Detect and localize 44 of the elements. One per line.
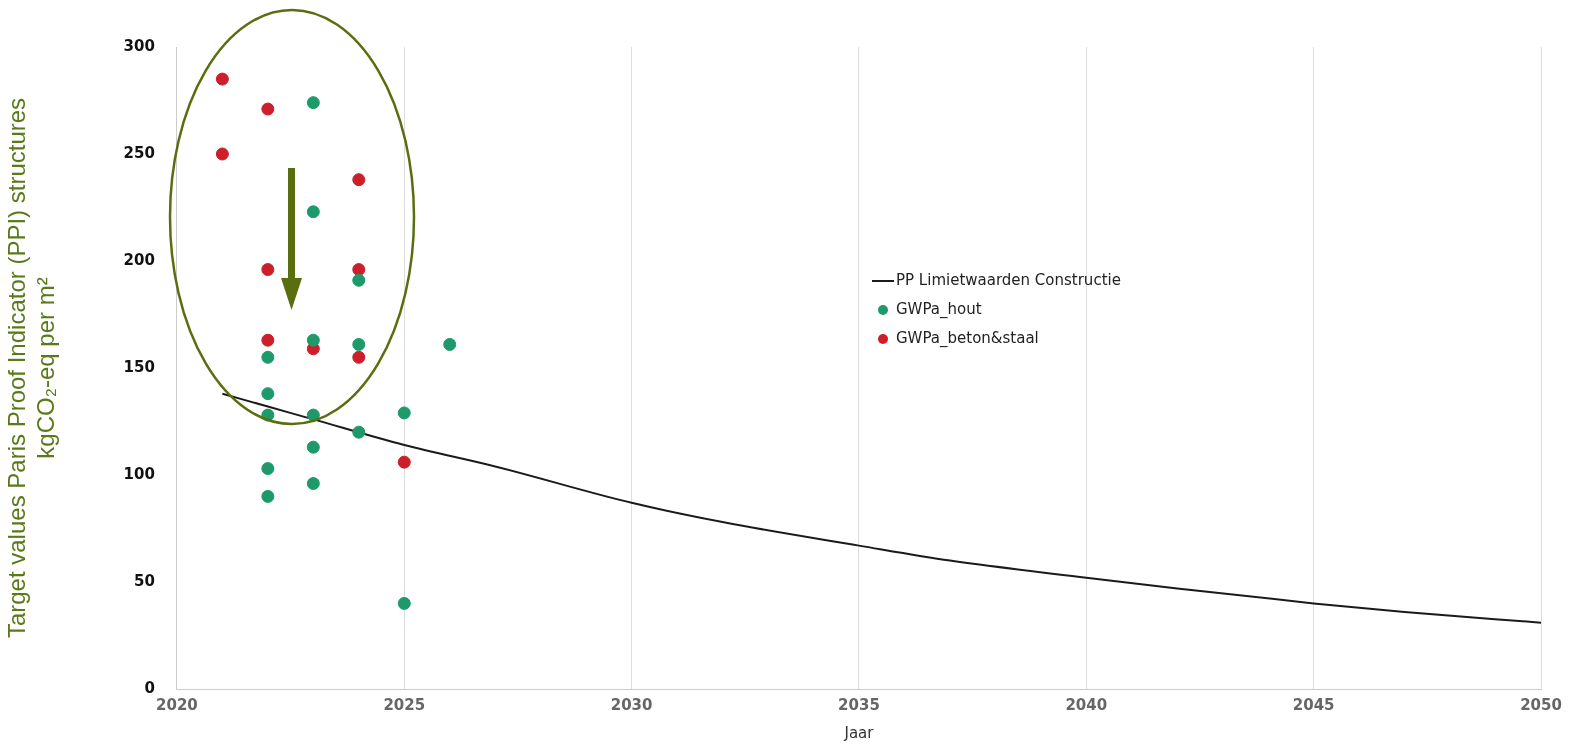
- x-tick-label: 2030: [610, 695, 653, 714]
- point: [306, 477, 320, 491]
- y-tick-label: 0: [144, 678, 155, 697]
- x-tick-label: 2050: [1520, 695, 1562, 714]
- legend-label: PP Limietwaarden Constructie: [896, 270, 1121, 291]
- point: [306, 333, 320, 347]
- x-tick-label: 2035: [838, 695, 880, 714]
- point: [261, 333, 275, 347]
- point: [443, 337, 457, 351]
- point: [261, 489, 275, 503]
- point: [352, 273, 366, 287]
- x-tick-label: 2020: [156, 695, 198, 714]
- point: [215, 72, 229, 86]
- point: [261, 387, 275, 401]
- y-tick-label: 150: [123, 357, 155, 376]
- point: [306, 205, 320, 219]
- point: [261, 462, 275, 476]
- point: [352, 337, 366, 351]
- x-tick-label: 2040: [1065, 695, 1108, 714]
- point: [261, 102, 275, 116]
- y-tick-label: 200: [123, 250, 155, 269]
- y-tick-label: 50: [134, 571, 155, 590]
- y-tick-label: 100: [123, 464, 155, 483]
- point: [261, 350, 275, 364]
- point: [352, 350, 366, 364]
- line-series: [221, 392, 1541, 624]
- point: [306, 440, 320, 454]
- point: [306, 96, 320, 110]
- point: [261, 263, 275, 277]
- point: [352, 425, 366, 439]
- legend-label: GWPa_hout: [896, 299, 982, 320]
- point: [352, 263, 366, 277]
- x-tick-label: 2025: [383, 695, 426, 714]
- point: [397, 455, 411, 469]
- x-tick-label: 2045: [1292, 695, 1335, 714]
- y-axis-title: Target values Paris Proof Indicator (PPI) structures kgCO₂-eq per m²: [3, 97, 59, 639]
- point: [397, 406, 411, 420]
- x-axis-title: Jaar: [843, 723, 875, 742]
- point: [352, 173, 366, 187]
- legend-label: GWPa_beton&staal: [896, 328, 1039, 349]
- y-tick-label: 300: [123, 36, 155, 55]
- point: [397, 596, 411, 610]
- y-tick-label: 250: [123, 143, 155, 162]
- point: [215, 147, 229, 161]
